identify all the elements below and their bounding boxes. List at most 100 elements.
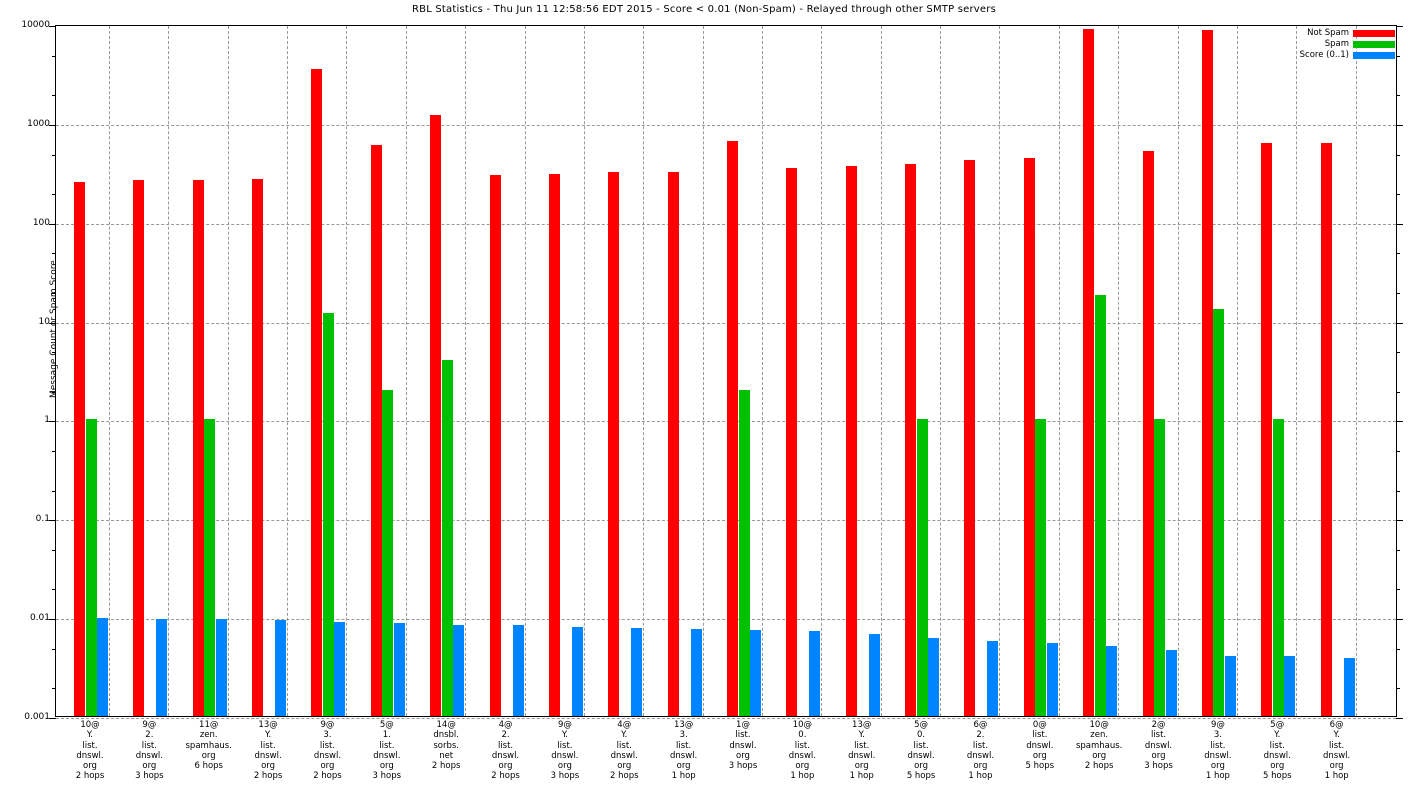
y-axis-tick-label: 10 <box>38 316 50 327</box>
x-axis-tick-label-line: org <box>142 761 157 772</box>
x-axis-tick-label-line: 2@ <box>1151 720 1166 730</box>
y-axis-tick-major <box>1396 26 1403 27</box>
legend-item: Not Spam <box>1307 28 1395 38</box>
x-axis-tick-label-line: 3. <box>1213 730 1222 741</box>
bar-not-spam <box>548 173 560 716</box>
y-axis-tick-minor <box>52 550 56 552</box>
legend-label: Spam <box>1324 39 1349 49</box>
gridline-vertical <box>821 26 823 716</box>
bar-score-0-1 <box>1165 649 1177 716</box>
y-axis-tick-major <box>49 322 56 324</box>
y-axis-tick-minor <box>1396 292 1400 294</box>
gridline-vertical <box>405 26 407 716</box>
y-axis-tick-minor <box>52 55 56 57</box>
y-axis-tick-minor <box>1396 589 1400 591</box>
y-axis-tick-minor <box>52 154 56 156</box>
x-axis-tick-label-line: 1 hop <box>1324 771 1349 782</box>
bar-spam <box>85 419 97 716</box>
x-axis-tick-label-line: 3 hops <box>135 771 164 782</box>
x-axis-tick-label-line: 1@ <box>736 720 750 730</box>
y-axis-tick-major <box>49 124 56 126</box>
x-axis-tick-label-line: 1 hop <box>968 771 993 782</box>
x-axis-tick-label-line: dnswl. <box>1323 750 1351 761</box>
x-axis-tick-label-line: list. <box>616 740 632 751</box>
x-axis-tick-label-line: org <box>498 761 513 772</box>
bar-not-spam <box>74 181 85 716</box>
x-axis-tick-label-line: zen. <box>1090 730 1109 741</box>
x-axis-tick-label-line: 10@ <box>1089 720 1109 730</box>
y-axis-tick-label: 1 <box>44 415 50 426</box>
x-axis-tick-label: 13@ 3. list. dnswl. org 1 hop <box>651 720 717 782</box>
x-axis-tick-label-line: list. <box>854 740 870 751</box>
x-axis-tick-label: 0@ list. dnswl. org 5 hops <box>1007 720 1073 771</box>
x-axis-tick-label-line: 2. <box>501 730 510 741</box>
x-axis-tick-label-line: org <box>1032 750 1047 761</box>
x-axis-tick-label-line: list. <box>497 740 514 751</box>
x-axis-tick-label-line: 2 hops <box>431 761 461 772</box>
x-axis-tick-label-line: list. <box>82 740 98 751</box>
x-axis-tick-label-line: Y. <box>1274 730 1281 741</box>
x-axis-tick-label-line: org <box>1270 761 1285 772</box>
y-axis-tick-label: 1000 <box>27 118 50 129</box>
x-axis-tick-label-line: list. <box>913 740 929 751</box>
y-axis-tick-minor <box>52 193 56 195</box>
bar-score-0-1 <box>156 618 168 716</box>
y-axis-tick-major <box>49 520 56 522</box>
x-axis-tick-label: 13@ Y. list. dnswl. org 1 hop <box>829 720 895 782</box>
x-axis-tick-label-line: 3. <box>679 730 688 741</box>
x-axis-tick-label-line: net <box>439 750 454 761</box>
gridline-vertical <box>346 26 348 716</box>
x-axis-tick-label-line: 5 hops <box>1263 771 1292 782</box>
gridline-vertical <box>643 26 645 716</box>
bar-score-0-1 <box>393 623 405 716</box>
gridline-horizontal <box>56 322 1396 324</box>
x-axis-tick-label-line: list. <box>735 730 751 741</box>
x-axis-tick-label-line: list. <box>141 740 157 751</box>
x-axis-tick-label-line: 2. <box>976 730 985 741</box>
bar-spam <box>204 419 216 716</box>
x-axis-tick-label-line: org <box>617 761 632 772</box>
x-axis-tick-label-line: org <box>795 761 810 772</box>
x-axis-tick-label-line: 2 hops <box>313 771 342 782</box>
x-axis-tick-label-line: 0. <box>798 730 807 741</box>
gridline-vertical <box>227 26 229 716</box>
bar-spam <box>1094 295 1106 716</box>
y-axis-tick-major <box>49 223 56 225</box>
x-axis-tick-label-line: dnswl. <box>313 750 342 761</box>
x-axis-tick-label-line: org <box>1210 761 1225 772</box>
legend-label: Score (0..1) <box>1299 50 1349 60</box>
y-axis-tick-major <box>1396 520 1403 522</box>
x-axis-tick-label-line: org <box>1151 750 1166 761</box>
x-axis-tick-label-line: list. <box>676 740 692 751</box>
x-axis-tick-label-line: dnswl. <box>76 750 104 761</box>
bar-spam <box>1272 419 1284 716</box>
x-axis-tick-label-line: 3 hops <box>550 771 580 782</box>
y-axis-tick-major <box>1396 421 1403 423</box>
gridline-vertical <box>524 26 526 716</box>
x-axis-tick-label-line: 3 hops <box>728 761 758 772</box>
bar-score-0-1 <box>750 630 761 716</box>
x-axis-tick-label: 1@ list. dnswl. org 3 hops <box>710 720 776 771</box>
y-axis-tick-minor <box>52 95 56 97</box>
bar-not-spam <box>192 180 204 716</box>
x-axis-tick-label: 10@ 0. list. dnswl. org 1 hop <box>769 720 835 782</box>
y-axis-tick-major <box>49 718 56 719</box>
chart-legend: Not Spam Spam Score (0..1) <box>1300 28 1395 60</box>
bar-score-0-1 <box>215 619 227 716</box>
gridline-vertical <box>1355 26 1357 716</box>
x-axis-tick-label-line: 3 hops <box>1144 761 1173 772</box>
bar-not-spam <box>608 171 620 716</box>
bar-spam <box>1213 309 1225 716</box>
x-axis-tick-label: 10@ Y. list. dnswl. org 2 hops <box>57 720 123 782</box>
bar-spam <box>441 359 453 716</box>
bar-not-spam <box>786 167 798 716</box>
y-axis-tick-minor <box>1396 688 1400 690</box>
x-axis-tick-label-line: list. <box>379 740 395 751</box>
gridline-vertical <box>1118 26 1120 716</box>
y-axis-tick-minor <box>52 451 56 453</box>
x-axis-tick-label: 9@ 3. list. dnswl. org 2 hops <box>294 720 360 782</box>
x-axis-tick-label-line: list. <box>1032 730 1048 741</box>
x-axis-tick-label-line: org <box>736 750 750 761</box>
legend-item: Spam <box>1325 39 1395 49</box>
x-axis-tick-label-line: org <box>83 761 97 772</box>
